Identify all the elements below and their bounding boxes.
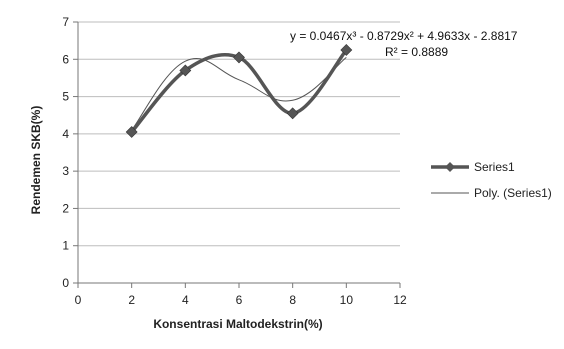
- series1-point-6: [233, 51, 245, 64]
- trendline-equation: y = 0.0467x³ - 0.8729x² + 4.9633x - 2.88…: [290, 29, 518, 43]
- y-tick-label: 1: [62, 239, 69, 253]
- trendline-poly-series1: [131, 57, 347, 131]
- r-squared-label: R² = 0.8889: [385, 45, 448, 59]
- y-tick-label: 3: [62, 164, 69, 178]
- legend-poly-label: Poly. (Series1): [474, 186, 552, 200]
- x-tick-label: 10: [340, 293, 354, 307]
- y-tick-label: 2: [62, 201, 69, 215]
- x-tick-label: 8: [289, 293, 296, 307]
- y-axis-title: Rendemen SKB(%): [29, 106, 43, 215]
- y-tick-label: 7: [62, 15, 69, 29]
- series1-point-10: [340, 44, 353, 56]
- legend-series1-marker: [445, 162, 455, 172]
- x-tick-label: 6: [236, 293, 243, 307]
- legend-series1-label: Series1: [474, 160, 515, 174]
- x-tick-label: 2: [128, 293, 135, 307]
- x-tick-label: 12: [393, 293, 407, 307]
- series1-point-2: [125, 126, 138, 138]
- y-tick-label: 4: [62, 127, 69, 141]
- y-tick-label: 6: [62, 52, 69, 66]
- y-tick-label: 5: [62, 90, 69, 104]
- x-tick-label: 0: [75, 293, 82, 307]
- y-tick-label: 0: [62, 276, 69, 290]
- series1-point-8: [286, 107, 299, 120]
- series1-point-4: [179, 64, 192, 77]
- x-axis-title: Konsentrasi Maltodekstrin(%): [153, 317, 322, 331]
- x-tick-label: 4: [182, 293, 189, 307]
- legend: Series1 Poly. (Series1): [431, 160, 552, 200]
